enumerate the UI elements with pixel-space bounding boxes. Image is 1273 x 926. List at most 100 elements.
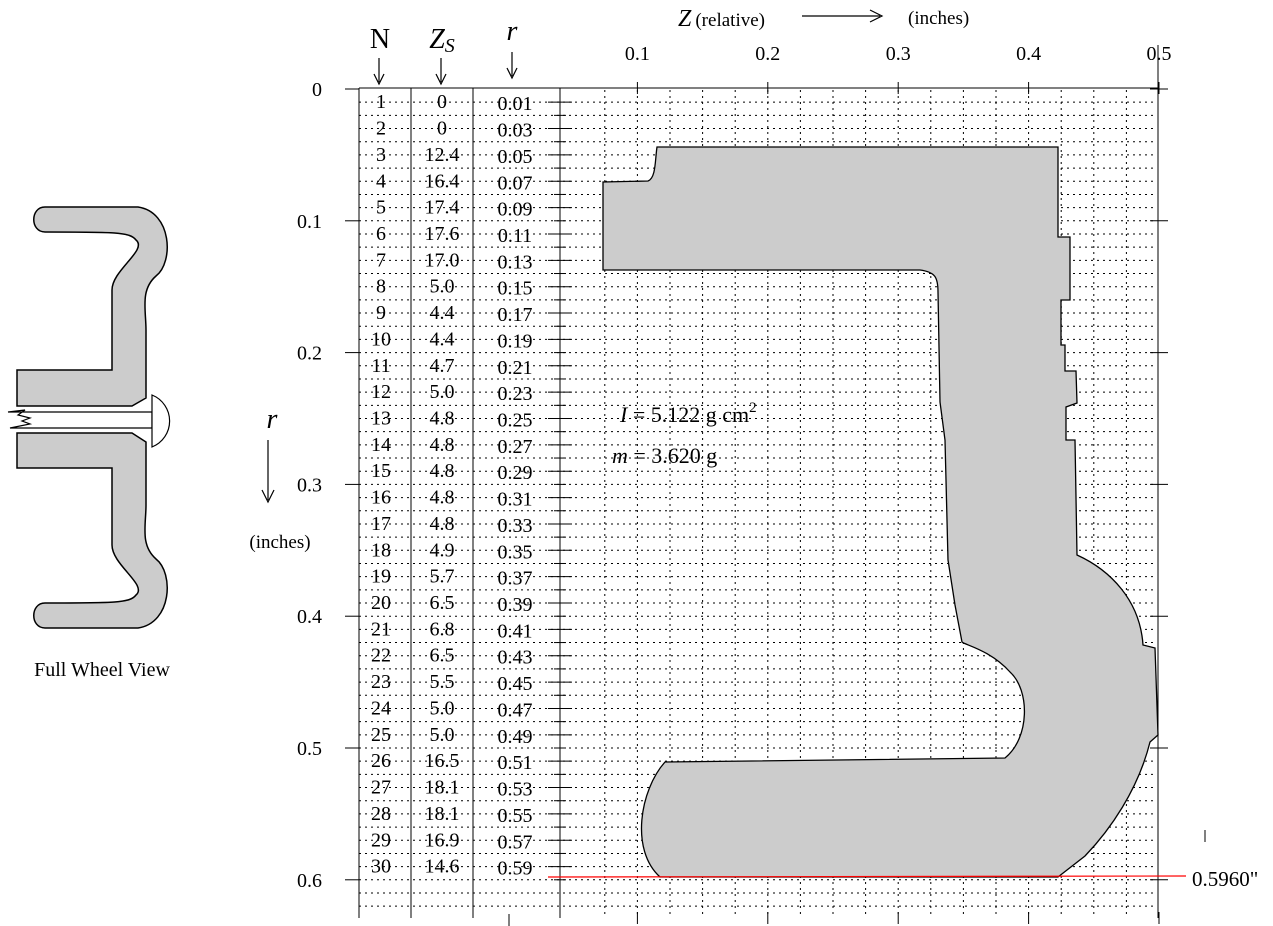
table-cell-n: 27 [371, 777, 391, 799]
z-tick-label: 0.3 [886, 43, 911, 65]
table-row: 26 16.5 0.51 [371, 750, 533, 774]
table-cell-n: 19 [371, 566, 391, 588]
wheel-hub-cap [151, 394, 171, 448]
table-cell-zs: 0 [437, 118, 447, 140]
r-axis-units: (inches) [249, 532, 310, 553]
table-cell-r: 0.59 [498, 858, 533, 880]
inertia-var: I [619, 402, 629, 427]
full-wheel-view: Full Wheel View [7, 206, 171, 681]
max-radius-label: 0.5960" [1192, 867, 1258, 891]
plot-area: 0.5960" I = 5.122 g cm2 m = 3.620 g [345, 45, 1258, 926]
mass-var: m [612, 443, 628, 468]
table-row: 13 4.8 0.25 [371, 408, 533, 432]
table-cell-zs: 14.6 [425, 856, 460, 878]
table-cell-zs: 5.7 [430, 566, 455, 588]
table-cell-n: 7 [376, 249, 386, 271]
table-cell-r: 0.33 [498, 515, 533, 537]
table-cell-n: 13 [371, 408, 391, 430]
z-tick-label: 0.2 [755, 43, 780, 65]
table-row: 30 14.6 0.59 [371, 856, 533, 880]
table-row: 11 4.7 0.21 [371, 355, 532, 379]
max-radius-marker [547, 875, 1187, 878]
table-cell-r: 0.25 [498, 410, 533, 432]
table-cell-n: 15 [371, 460, 391, 482]
table-row: 20 6.5 0.39 [371, 592, 533, 616]
table-cell-n: 17 [371, 513, 391, 535]
table-cell-zs: 4.8 [430, 513, 455, 535]
table-row: 10 4.4 0.19 [371, 328, 533, 352]
z-axis-label: Z (relative) [678, 6, 765, 32]
table-row: 21 6.8 0.41 [371, 618, 533, 642]
mass-value: = 3.620 g [628, 443, 717, 468]
r-axis-label: r [267, 404, 278, 435]
table-cell-zs: 17.6 [425, 223, 460, 245]
table-cell-r: 0.39 [498, 594, 533, 616]
table-cell-zs: 4.8 [430, 434, 455, 456]
r-tick-label: 0.2 [297, 343, 322, 365]
column-header-n: N [370, 24, 390, 55]
table-cell-zs: 4.4 [430, 302, 455, 324]
r-tick-label: 0.3 [297, 474, 322, 496]
table-cell-n: 30 [371, 856, 391, 878]
wheel-axle [7, 409, 153, 429]
table-cell-n: 5 [376, 197, 386, 219]
axis-ticks [345, 82, 1168, 926]
table-cell-r: 0.09 [498, 199, 533, 221]
z-axis-units: (inches) [908, 8, 969, 29]
table-cell-n: 8 [376, 276, 386, 298]
table-row: 6 17.6 0.11 [376, 223, 532, 247]
table-cell-n: 23 [371, 671, 391, 693]
table-row: 12 5.0 0.23 [371, 381, 533, 405]
table-cell-r: 0.07 [498, 172, 533, 194]
table-row: 8 5.0 0.15 [376, 276, 533, 300]
table-cell-zs: 5.0 [430, 276, 455, 298]
table-cell-zs: 4.7 [430, 355, 455, 377]
table-cell-zs: 17.0 [425, 249, 460, 271]
table-cell-n: 25 [371, 724, 391, 746]
table-cell-zs: 5.0 [430, 381, 455, 403]
column-header-zs-main: Z [429, 24, 445, 55]
table-cell-r: 0.53 [498, 779, 533, 801]
wheel-section-top [16, 206, 168, 407]
table-cell-r: 0.41 [498, 620, 533, 642]
table-row: 16 4.8 0.31 [371, 487, 533, 511]
table-cell-n: 12 [371, 381, 391, 403]
table-cell-zs: 4.9 [430, 539, 455, 561]
full-wheel-caption: Full Wheel View [34, 659, 170, 681]
table-cell-zs: 12.4 [425, 144, 460, 166]
table-row: 17 4.8 0.33 [371, 513, 533, 537]
inertia-exp: 2 [749, 400, 757, 416]
table-cell-zs: 16.5 [425, 750, 460, 772]
table-cell-r: 0.47 [498, 699, 533, 721]
table-row: 29 16.9 0.57 [371, 829, 533, 853]
table-cell-n: 24 [371, 697, 391, 719]
plot-grid [359, 90, 1156, 916]
table-cell-r: 0.31 [498, 489, 533, 511]
table-cell-n: 11 [371, 355, 390, 377]
column-header-arrows [373, 52, 518, 86]
table-cell-zs: 4.8 [430, 487, 455, 509]
table-row: 3 12.4 0.05 [376, 144, 533, 168]
table-row: 28 18.1 0.55 [371, 803, 533, 827]
table-cell-n: 20 [371, 592, 391, 614]
column-header-zs-sub: S [445, 35, 455, 57]
table-row: 19 5.7 0.37 [371, 566, 533, 590]
table-cell-r: 0.55 [498, 805, 533, 827]
table-cell-r: 0.45 [498, 673, 533, 695]
column-header-r: r [507, 16, 518, 47]
table-row: 9 4.4 0.17 [376, 302, 533, 326]
table-cell-r: 0.51 [498, 752, 533, 774]
table-cell-r: 0.21 [498, 357, 533, 379]
table-row: 22 6.5 0.43 [371, 645, 533, 669]
table-cell-zs: 5.0 [430, 697, 455, 719]
table-cell-r: 0.03 [498, 120, 533, 142]
table-cell-r: 0.19 [498, 330, 533, 352]
table-cell-zs: 5.5 [430, 671, 455, 693]
z-axis-label-main: Z [678, 6, 692, 32]
table-cell-zs: 0 [437, 91, 447, 113]
table-cell-zs: 16.4 [425, 170, 460, 192]
table-cell-r: 0.01 [498, 93, 533, 115]
table-cell-n: 29 [371, 829, 391, 851]
table-cell-n: 10 [371, 328, 391, 350]
inertia-value: = 5.122 g cm [627, 402, 749, 427]
